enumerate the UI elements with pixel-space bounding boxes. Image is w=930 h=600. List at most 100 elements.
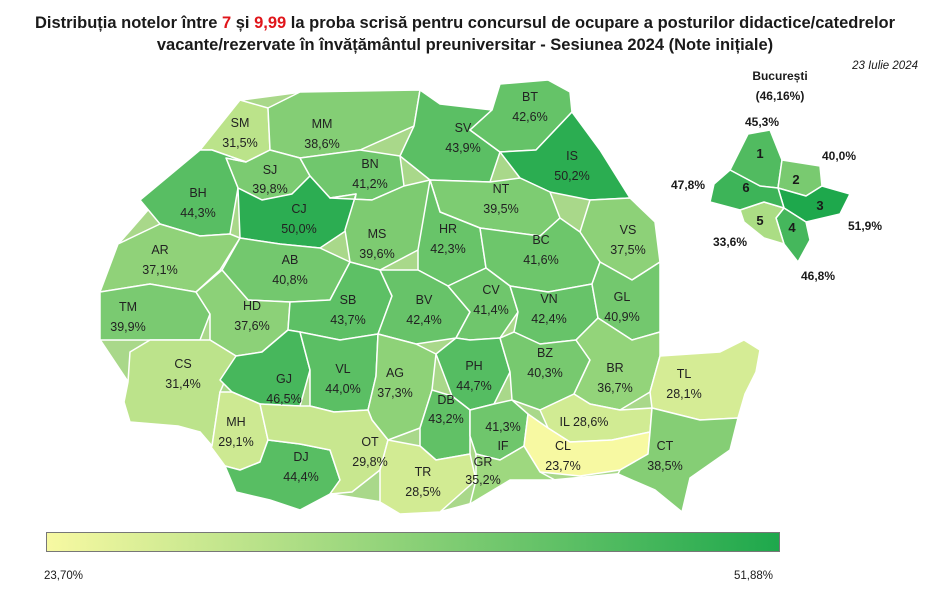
county-code-dj: DJ — [293, 450, 308, 464]
county-value-tl: 28,1% — [666, 387, 701, 401]
county-code-ag: AG — [386, 366, 404, 380]
county-code-bz: BZ — [537, 346, 553, 360]
title-grade-max: 9,99 — [254, 14, 287, 32]
county-value-br: 36,7% — [597, 381, 632, 395]
county-value-sm: 31,5% — [222, 136, 257, 150]
county-value-bt: 42,6% — [512, 110, 547, 124]
county-ct — [617, 407, 739, 513]
county-code-db: DB — [437, 393, 454, 407]
title-text-3: la proba scrisă pentru concursul de ocup… — [286, 14, 896, 32]
county-code-is: IS — [566, 149, 578, 163]
county-code-sm: SM — [231, 116, 250, 130]
county-value-db: 43,2% — [428, 412, 463, 426]
county-tm — [99, 283, 211, 341]
county-code-mm: MM — [312, 117, 333, 131]
county-gr — [469, 445, 556, 505]
county-value-sj: 39,8% — [252, 182, 287, 196]
date-label: 23 Iulie 2024 — [852, 60, 918, 72]
county-value-bc: 41,6% — [523, 253, 558, 267]
county-value-cv: 41,4% — [473, 303, 508, 317]
county-code-tl: TL — [677, 367, 692, 381]
county-code-sb: SB — [340, 293, 357, 307]
scale-max-label: 51,88% — [734, 570, 774, 582]
county-value-ab: 40,8% — [272, 273, 307, 287]
county-tr — [379, 439, 477, 515]
county-layer — [99, 79, 761, 515]
county-value-hr: 42,3% — [430, 242, 465, 256]
county-value-is: 50,2% — [554, 169, 589, 183]
sector-value-1: 45,3% — [745, 115, 779, 129]
county-value-vs: 37,5% — [610, 243, 645, 257]
sector-layer — [709, 129, 851, 263]
county-ag — [367, 333, 437, 441]
sector-number-4: 4 — [788, 220, 796, 235]
scale-min-label: 23,70% — [44, 570, 84, 582]
county-code-if: IF — [497, 439, 508, 453]
county-value-if: 41,3% — [485, 420, 520, 434]
sector-value-2: 40,0% — [822, 149, 856, 163]
county-code-ar: AR — [151, 243, 168, 257]
county-value-gr: 35,2% — [465, 473, 500, 487]
county-value-sv: 43,9% — [445, 141, 480, 155]
county-code-vn: VN — [540, 292, 557, 306]
county-value-bv: 42,4% — [406, 313, 441, 327]
county-code-cj: CJ — [291, 202, 306, 216]
title-text-2: și — [231, 14, 255, 32]
color-scale-bar — [46, 532, 780, 552]
sector-6 — [709, 169, 785, 211]
county-value-gj: 46,5% — [266, 392, 301, 406]
county-code-bt: BT — [522, 90, 538, 104]
county-value-dj: 44,4% — [283, 470, 318, 484]
label-layer: SM 31,5% MM 38,6% SV 43,9% BT 42,6% SJ 39,8% BN 41,… — [110, 90, 701, 499]
county-value-cj: 50,0% — [281, 222, 316, 236]
county-code-vs: VS — [620, 223, 637, 237]
county-code-bc: BC — [532, 233, 549, 247]
county-code-tr: TR — [415, 465, 432, 479]
county-value-ar: 37,1% — [142, 263, 177, 277]
county-code-ph: PH — [465, 359, 482, 373]
sector-number-1: 1 — [756, 146, 763, 161]
county-value-ph: 44,7% — [456, 379, 491, 393]
county-value-vl: 44,0% — [325, 382, 360, 396]
bucharest-inset: București (46,16%) 1 45,3% 2 40,0% 3 51,9% 4 46… — [671, 69, 882, 283]
county-value-ms: 39,6% — [359, 247, 394, 261]
county-code-ct: CT — [657, 439, 674, 453]
bucharest-title: București — [752, 69, 807, 83]
county-code-tm: TM — [119, 300, 137, 314]
county-tl — [649, 339, 761, 421]
county-value-hd: 37,6% — [234, 319, 269, 333]
county-code-ot: OT — [361, 435, 379, 449]
title-grade-min: 7 — [221, 14, 232, 32]
county-value-vn: 42,4% — [531, 312, 566, 326]
title-text-1: Distribuția notelor între — [34, 14, 222, 32]
map-title: Distribuția notelor între 7 și 9,99 la p… — [0, 12, 930, 56]
county-code-sj: SJ — [263, 163, 278, 177]
county-value-mm: 38,6% — [304, 137, 339, 151]
county-code-hr: HR — [439, 222, 457, 236]
county-value-cl: 23,7% — [545, 459, 580, 473]
county-code-cl: CL — [555, 439, 571, 453]
county-value-gl: 40,9% — [604, 310, 639, 324]
sector-number-3: 3 — [816, 198, 823, 213]
county-code-ms: MS — [368, 227, 387, 241]
county-value-ag: 37,3% — [377, 386, 412, 400]
sector-number-5: 5 — [756, 213, 763, 228]
county-code-vl: VL — [335, 362, 350, 376]
sector-value-3: 51,9% — [848, 219, 882, 233]
county-code-nt: NT — [493, 182, 510, 196]
county-code-cs: CS — [174, 357, 191, 371]
county-value-bz: 40,3% — [527, 366, 562, 380]
county-value-nt: 39,5% — [483, 202, 518, 216]
county-code-gr: GR — [474, 455, 493, 469]
county-value-cs: 31,4% — [165, 377, 200, 391]
county-value-mh: 29,1% — [218, 435, 253, 449]
county-code-gj: GJ — [276, 372, 292, 386]
county-value-sb: 43,7% — [330, 313, 365, 327]
county-code-ab: AB — [282, 253, 299, 267]
county-code-gl: GL — [614, 290, 631, 304]
county-code-hd: HD — [243, 299, 261, 313]
county-value-tr: 28,5% — [405, 485, 440, 499]
county-code-bh: BH — [189, 186, 206, 200]
county-label-il: IL 28,6% — [560, 415, 609, 429]
sector-number-2: 2 — [792, 172, 799, 187]
